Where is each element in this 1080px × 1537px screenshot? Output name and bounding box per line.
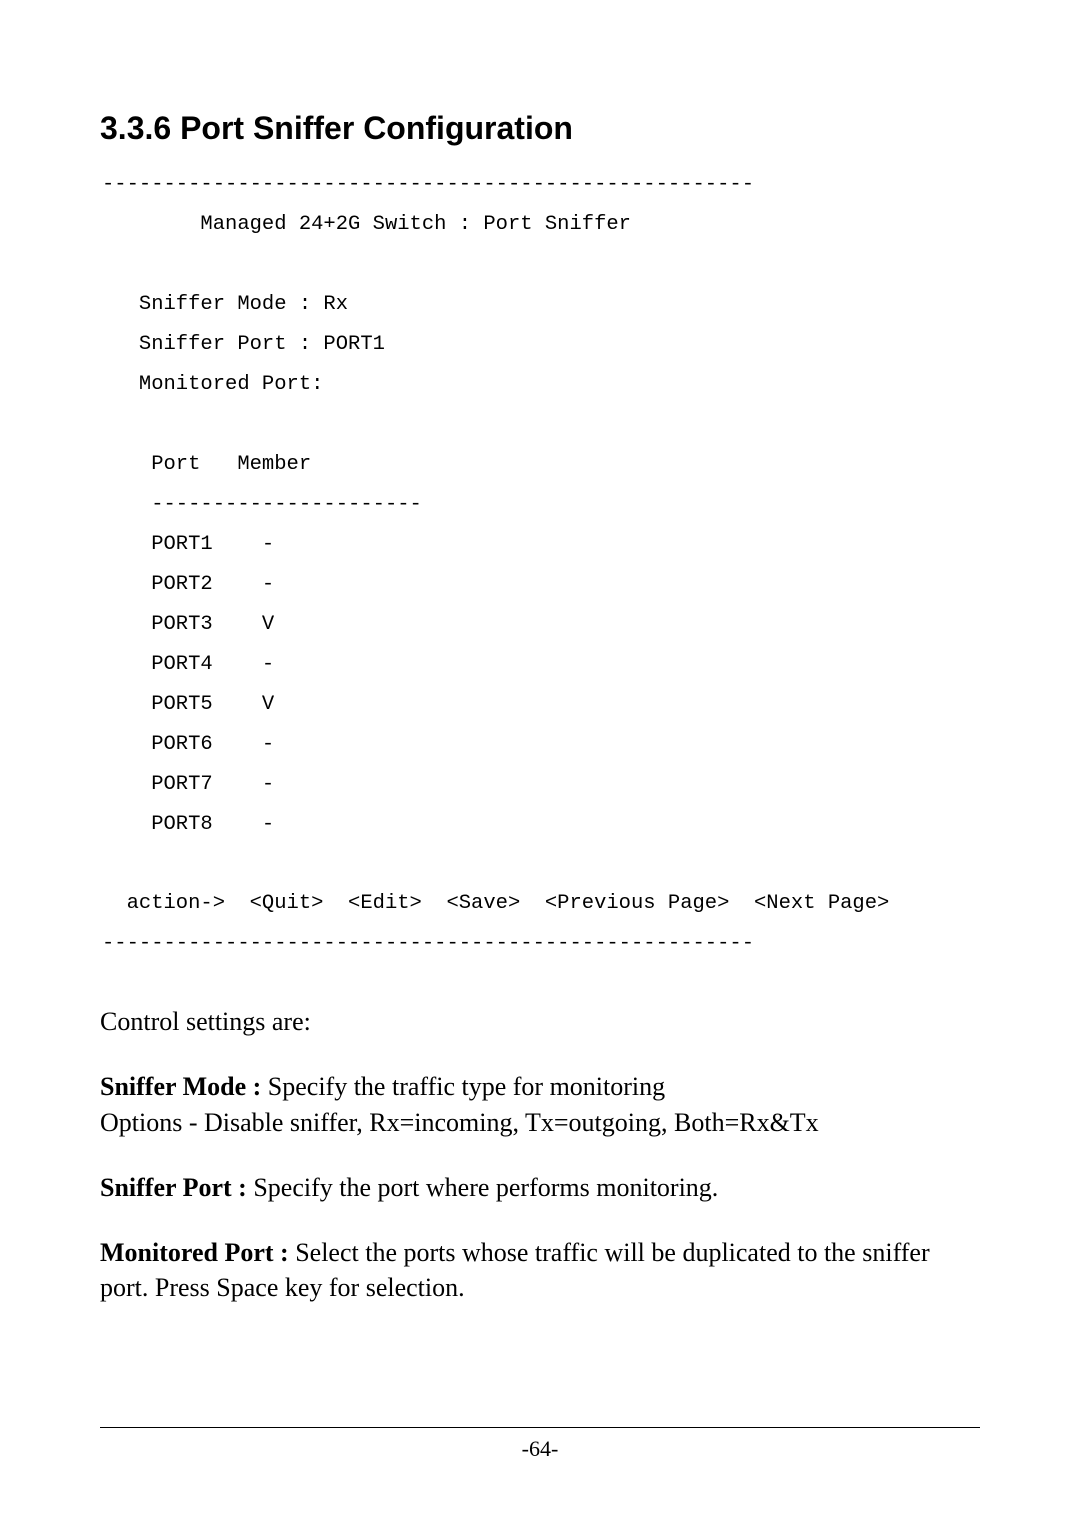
body-content: Control settings are: Sniffer Mode : Spe… — [100, 1004, 980, 1305]
setting-label: Sniffer Port : — [100, 1173, 253, 1202]
terminal-row: PORT2 - — [102, 573, 274, 596]
terminal-sniffer-mode: Sniffer Mode : Rx — [102, 293, 348, 316]
page-footer: -64- — [100, 1427, 980, 1462]
terminal-title: Managed 24+2G Switch : Port Sniffer — [102, 213, 631, 236]
setting-sniffer-mode: Sniffer Mode : Specify the traffic type … — [100, 1069, 980, 1139]
terminal-hr-bottom: ----------------------------------------… — [102, 932, 754, 955]
setting-text: Specify the port where performs monitori… — [253, 1173, 718, 1202]
page-number: -64- — [522, 1436, 559, 1461]
terminal-columns: Port Member — [102, 453, 311, 476]
terminal-row: PORT4 - — [102, 653, 274, 676]
terminal-row: PORT8 - — [102, 813, 274, 836]
terminal-row: PORT3 V — [102, 613, 274, 636]
terminal-row: PORT1 - — [102, 533, 274, 556]
setting-label: Sniffer Mode : — [100, 1072, 268, 1101]
terminal-row: PORT7 - — [102, 773, 274, 796]
setting-extra: Options - Disable sniffer, Rx=incoming, … — [100, 1108, 819, 1137]
setting-label: Monitored Port : — [100, 1238, 295, 1267]
intro-text: Control settings are: — [100, 1004, 980, 1039]
terminal-sniffer-port: Sniffer Port : PORT1 — [102, 333, 385, 356]
terminal-sub-hr: ---------------------- — [102, 493, 422, 516]
setting-monitored-port: Monitored Port : Select the ports whose … — [100, 1235, 980, 1305]
terminal-hr-top: ----------------------------------------… — [102, 173, 754, 196]
setting-text: Specify the traffic type for monitoring — [268, 1072, 665, 1101]
section-heading: 3.3.6 Port Sniffer Configuration — [100, 110, 980, 147]
terminal-monitored-port: Monitored Port: — [102, 373, 323, 396]
terminal-row: PORT5 V — [102, 693, 274, 716]
terminal-row: PORT6 - — [102, 733, 274, 756]
setting-sniffer-port: Sniffer Port : Specify the port where pe… — [100, 1170, 980, 1205]
terminal-output: ----------------------------------------… — [102, 165, 980, 964]
terminal-action-line: action-> <Quit> <Edit> <Save> <Previous … — [102, 892, 889, 915]
